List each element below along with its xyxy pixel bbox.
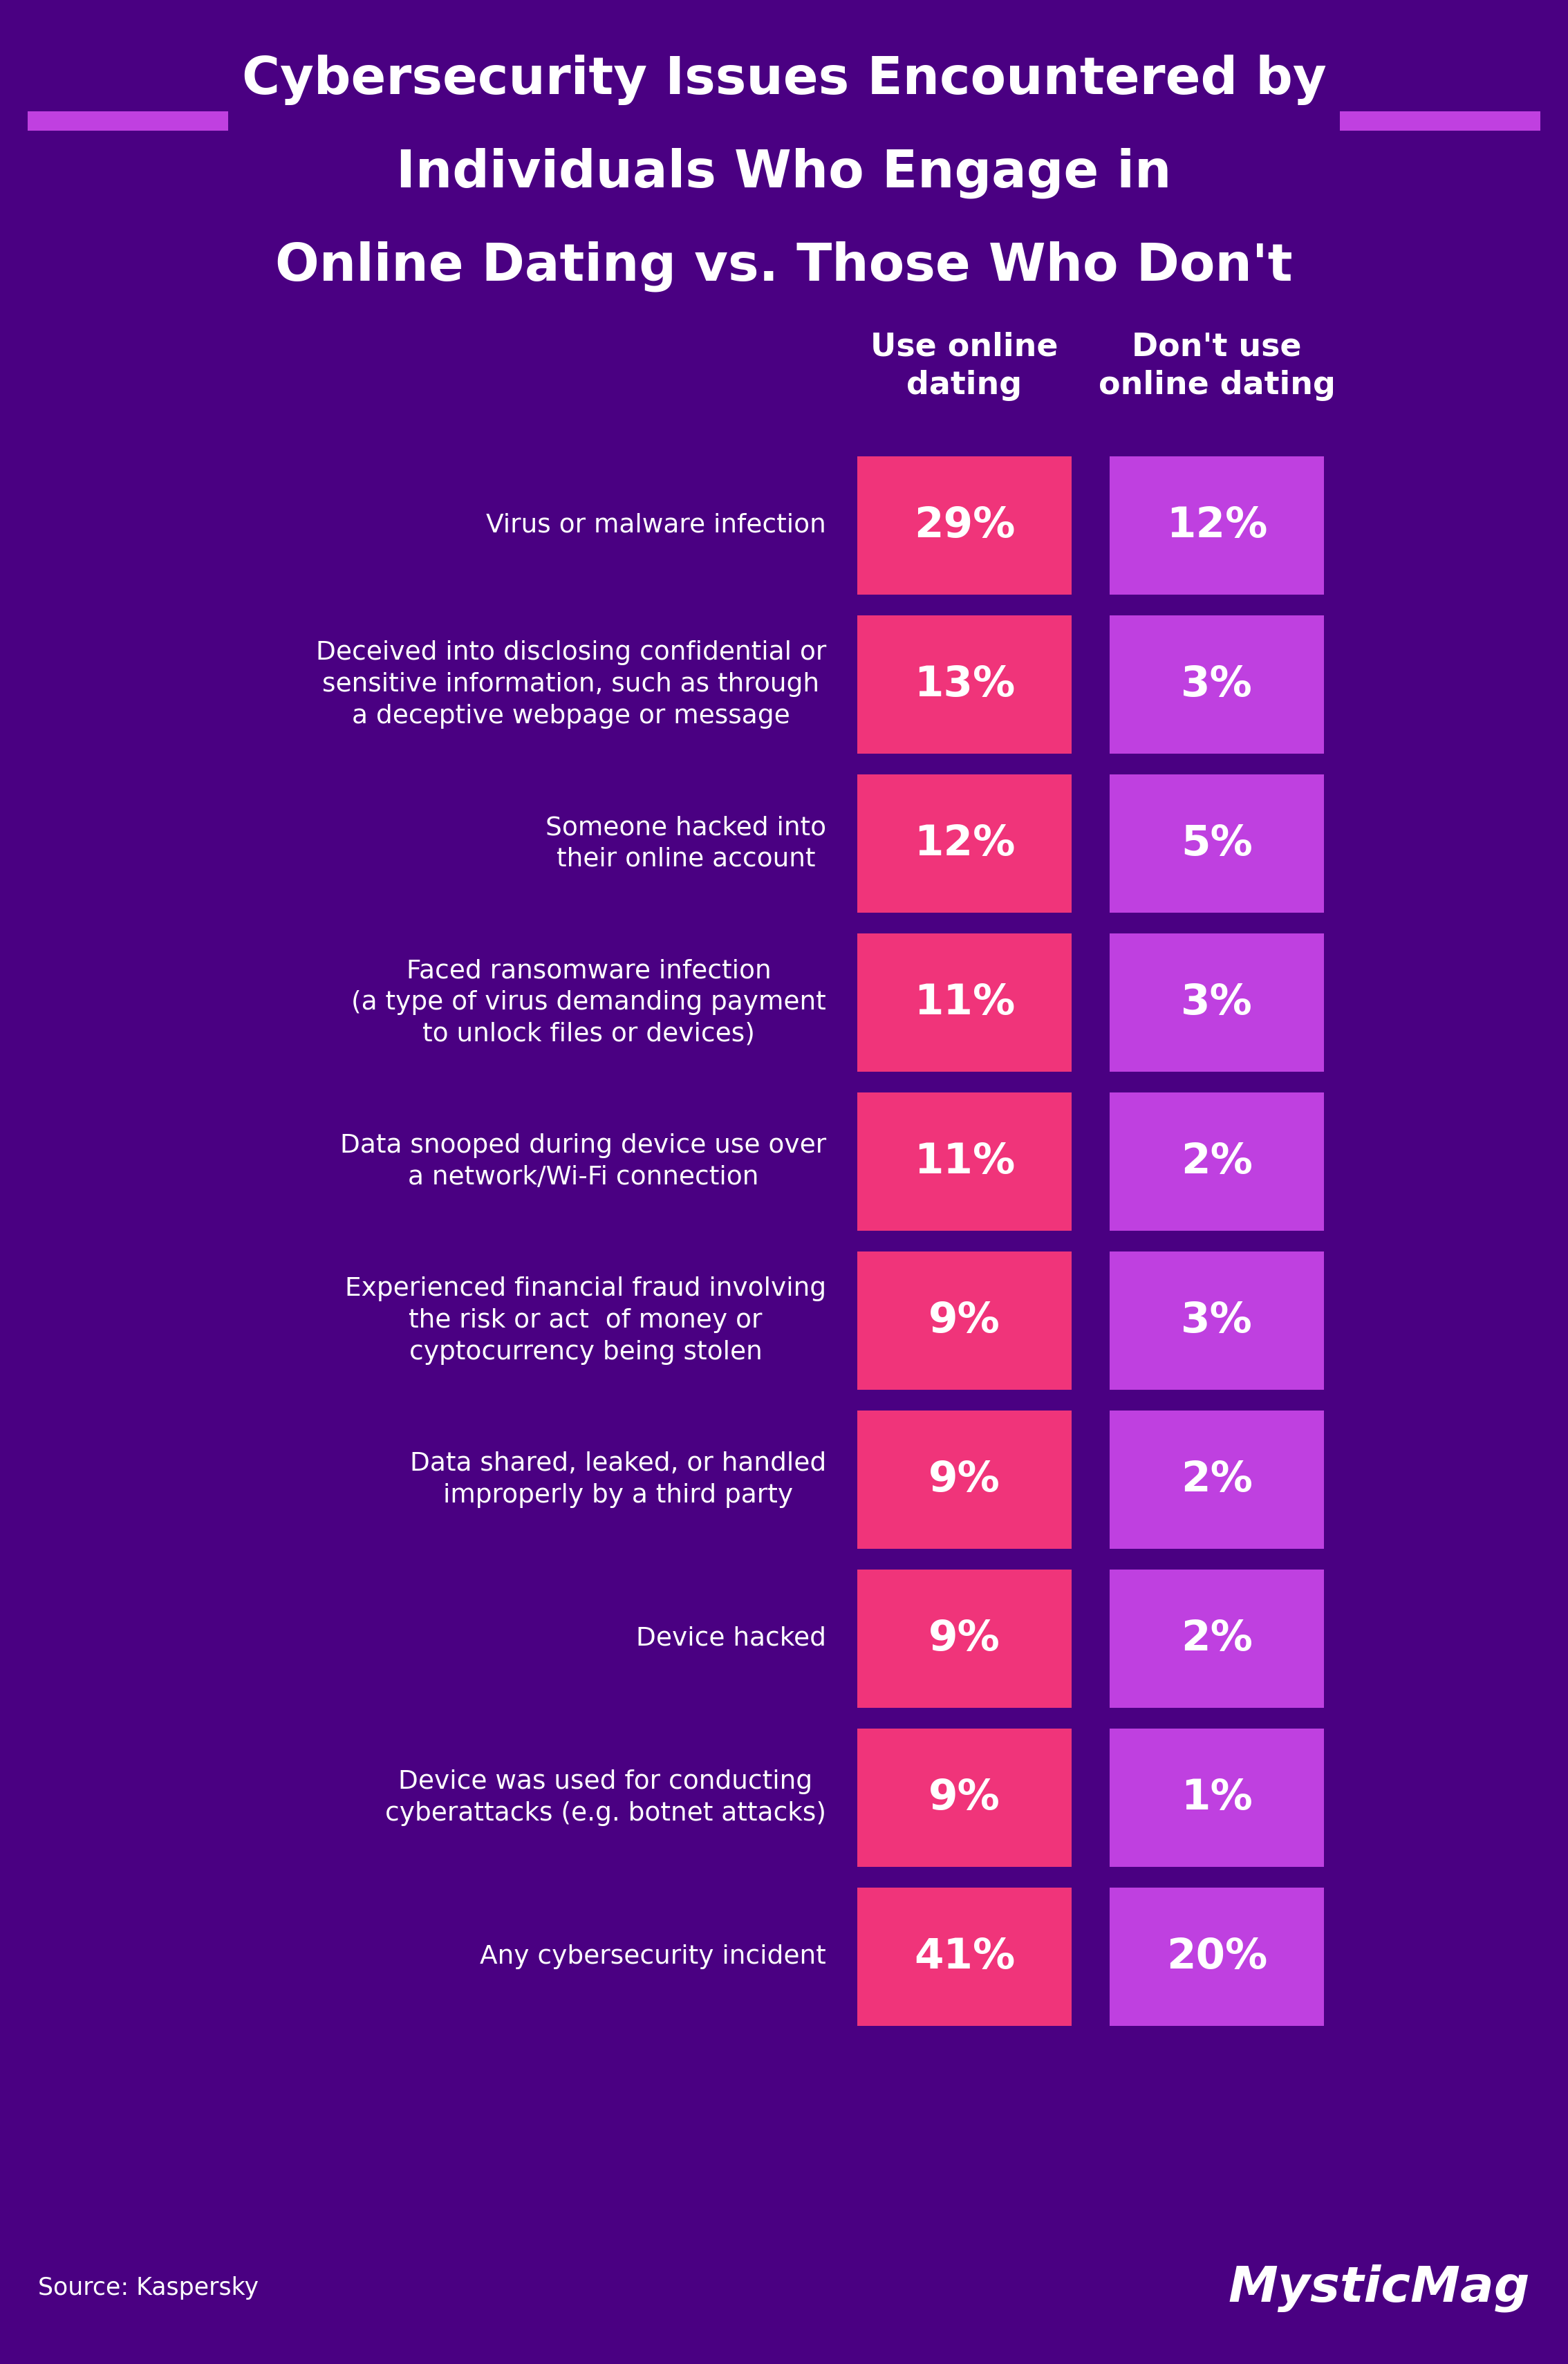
- Text: Deceived into disclosing confidential or
sensitive information, such as through
: Deceived into disclosing confidential or…: [315, 641, 826, 728]
- Text: 3%: 3%: [1181, 981, 1253, 1024]
- Text: 1%: 1%: [1181, 1778, 1253, 1818]
- FancyBboxPatch shape: [28, 111, 229, 130]
- Text: 2%: 2%: [1181, 1619, 1253, 1660]
- Text: 9%: 9%: [928, 1459, 1000, 1501]
- Text: 12%: 12%: [1167, 506, 1267, 546]
- FancyBboxPatch shape: [858, 1092, 1071, 1232]
- Text: Online Dating vs. Those Who Don't: Online Dating vs. Those Who Don't: [276, 241, 1292, 291]
- FancyBboxPatch shape: [858, 615, 1071, 754]
- Text: Device was used for conducting
cyberattacks (e.g. botnet attacks): Device was used for conducting cyberatta…: [386, 1768, 826, 1825]
- Text: Faced ransomware infection
(a type of virus demanding payment
to unlock files or: Faced ransomware infection (a type of vi…: [351, 957, 826, 1047]
- FancyBboxPatch shape: [1110, 1411, 1323, 1548]
- Text: MysticMag: MysticMag: [1228, 2265, 1530, 2312]
- Text: 9%: 9%: [928, 1619, 1000, 1660]
- Text: 11%: 11%: [914, 1142, 1014, 1182]
- Text: 3%: 3%: [1181, 1300, 1253, 1340]
- Text: Data snooped during device use over
a network/Wi-Fi connection: Data snooped during device use over a ne…: [340, 1132, 826, 1189]
- FancyBboxPatch shape: [858, 1251, 1071, 1390]
- Text: Data shared, leaked, or handled
improperly by a third party: Data shared, leaked, or handled improper…: [409, 1451, 826, 1508]
- Text: Source: Kaspersky: Source: Kaspersky: [38, 2277, 259, 2300]
- FancyBboxPatch shape: [1110, 934, 1323, 1071]
- Text: 13%: 13%: [914, 664, 1014, 704]
- FancyBboxPatch shape: [1110, 1886, 1323, 2026]
- Text: Don't use
online dating: Don't use online dating: [1098, 331, 1336, 402]
- Text: Experienced financial fraud involving
the risk or act  of money or
cyptocurrency: Experienced financial fraud involving th…: [345, 1277, 826, 1364]
- FancyBboxPatch shape: [1110, 1251, 1323, 1390]
- Text: Cybersecurity Issues Encountered by: Cybersecurity Issues Encountered by: [241, 54, 1327, 104]
- FancyBboxPatch shape: [858, 934, 1071, 1071]
- Text: 2%: 2%: [1181, 1459, 1253, 1501]
- Text: 3%: 3%: [1181, 664, 1253, 704]
- Text: 2%: 2%: [1181, 1142, 1253, 1182]
- FancyBboxPatch shape: [858, 1411, 1071, 1548]
- Text: 5%: 5%: [1181, 823, 1253, 863]
- Text: Virus or malware infection: Virus or malware infection: [486, 513, 826, 539]
- FancyBboxPatch shape: [1110, 775, 1323, 913]
- FancyBboxPatch shape: [1110, 456, 1323, 596]
- Text: Someone hacked into
their online account: Someone hacked into their online account: [546, 816, 826, 872]
- FancyBboxPatch shape: [858, 775, 1071, 913]
- FancyBboxPatch shape: [1339, 111, 1540, 130]
- FancyBboxPatch shape: [858, 456, 1071, 596]
- Text: 20%: 20%: [1167, 1936, 1267, 1976]
- FancyBboxPatch shape: [1110, 615, 1323, 754]
- Text: Any cybersecurity incident: Any cybersecurity incident: [480, 1943, 826, 1969]
- Text: Device hacked: Device hacked: [637, 1626, 826, 1650]
- Text: 11%: 11%: [914, 981, 1014, 1024]
- FancyBboxPatch shape: [858, 1886, 1071, 2026]
- FancyBboxPatch shape: [858, 1570, 1071, 1707]
- FancyBboxPatch shape: [1110, 1728, 1323, 1868]
- FancyBboxPatch shape: [1110, 1570, 1323, 1707]
- FancyBboxPatch shape: [1110, 1092, 1323, 1232]
- Text: 9%: 9%: [928, 1300, 1000, 1340]
- Text: 9%: 9%: [928, 1778, 1000, 1818]
- Text: Individuals Who Engage in: Individuals Who Engage in: [397, 147, 1171, 199]
- FancyBboxPatch shape: [858, 1728, 1071, 1868]
- Text: 29%: 29%: [914, 506, 1014, 546]
- Text: 12%: 12%: [914, 823, 1014, 863]
- Text: Use online
dating: Use online dating: [870, 331, 1058, 402]
- Text: 41%: 41%: [914, 1936, 1014, 1976]
